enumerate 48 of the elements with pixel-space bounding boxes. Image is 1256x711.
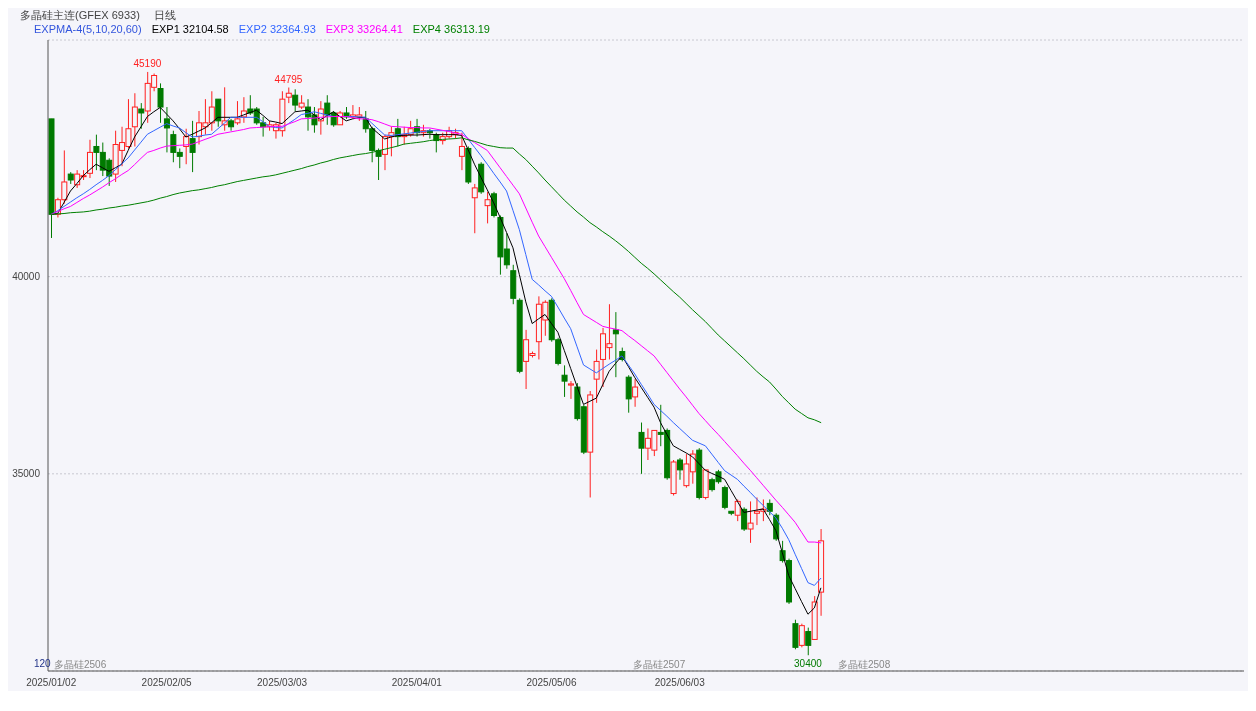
- annotation: 120: [34, 658, 51, 669]
- annotation: 30400: [794, 658, 823, 670]
- chart-subtitle: 日线: [153, 9, 176, 21]
- candlestick: [792, 619, 799, 650]
- candlestick: [189, 120, 196, 173]
- annotation: 44795: [274, 73, 303, 85]
- candlestick: [458, 132, 465, 171]
- annotation: 45190: [133, 57, 162, 69]
- candlestick: [741, 506, 748, 532]
- x-tick-label: 2025/06/03: [654, 677, 706, 689]
- candlestick: [234, 100, 241, 126]
- annotation: 多晶硅2506: [54, 658, 107, 672]
- candlestick: [593, 349, 600, 404]
- candlestick: [561, 364, 568, 398]
- candlestick: [215, 98, 222, 128]
- candlestick: [471, 183, 478, 234]
- text: EXP1 32104.58: [151, 22, 229, 36]
- candlestick: [131, 92, 138, 147]
- candlestick: [324, 94, 331, 126]
- text: EXP3 33264.41: [325, 22, 403, 36]
- annotation: 多晶硅2507: [633, 658, 686, 672]
- candlestick: [632, 378, 639, 408]
- candlestick: [163, 106, 170, 153]
- x-tick-label: 2025/04/01: [391, 677, 443, 689]
- y-tick-label: 40000: [12, 271, 41, 283]
- text: EXP4 36313.19: [412, 22, 490, 36]
- x-tick-label: 2025/02/05: [141, 677, 193, 689]
- candlestick: [747, 500, 754, 544]
- candlestick: [567, 380, 574, 400]
- legend-title: EXPMA-4(5,10,20,60): [34, 22, 142, 36]
- candlestick: [86, 139, 93, 179]
- candlestick: [625, 374, 632, 414]
- candlestick: [805, 627, 812, 656]
- candlestick: [292, 88, 299, 112]
- x-tick-label: 2025/03/03: [257, 677, 308, 689]
- candlestick: [721, 485, 728, 510]
- y-tick-label: 35000: [12, 468, 41, 480]
- text: 多晶硅2508: [838, 658, 891, 672]
- candlestick: [157, 82, 164, 124]
- text: EXP2 32364.93: [238, 22, 316, 36]
- candlestick: [677, 457, 683, 481]
- x-tick-label: 2025/01/02: [26, 677, 77, 689]
- x-tick-label: 2025/05/06: [526, 677, 577, 689]
- chart-title: 多晶硅主连(GFEX 6933): [20, 9, 140, 21]
- candlestick: [138, 102, 145, 130]
- candlestick: [638, 422, 645, 475]
- candlestick: [484, 191, 491, 224]
- candlestick: [798, 623, 805, 648]
